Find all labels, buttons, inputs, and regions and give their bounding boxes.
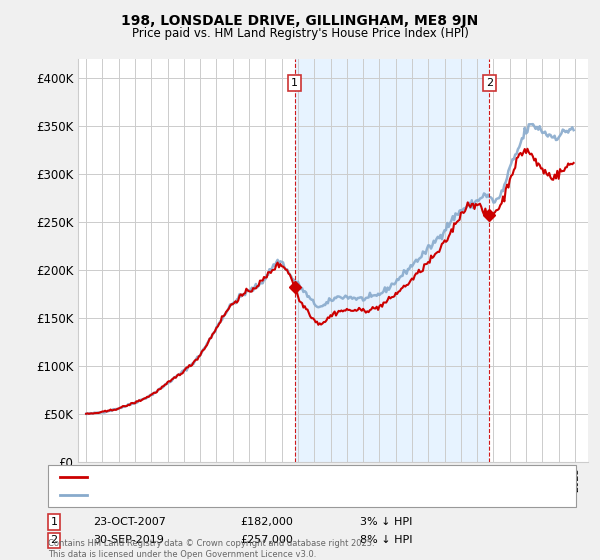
Text: 198, LONSDALE DRIVE, GILLINGHAM, ME8 9JN: 198, LONSDALE DRIVE, GILLINGHAM, ME8 9JN — [121, 14, 479, 28]
Text: 2: 2 — [486, 78, 493, 88]
Text: Price paid vs. HM Land Registry's House Price Index (HPI): Price paid vs. HM Land Registry's House … — [131, 27, 469, 40]
Text: £182,000: £182,000 — [240, 517, 293, 527]
Text: 3% ↓ HPI: 3% ↓ HPI — [360, 517, 412, 527]
Text: 30-SEP-2019: 30-SEP-2019 — [93, 535, 164, 545]
Bar — [295, 59, 490, 462]
Text: Contains HM Land Registry data © Crown copyright and database right 2025.
This d: Contains HM Land Registry data © Crown c… — [48, 539, 374, 559]
Text: 8% ↓ HPI: 8% ↓ HPI — [360, 535, 413, 545]
Text: HPI: Average price, semi-detached house, Medway: HPI: Average price, semi-detached house,… — [93, 490, 358, 500]
Text: 2: 2 — [50, 535, 58, 545]
Text: 1: 1 — [291, 78, 298, 88]
Text: £257,000: £257,000 — [240, 535, 293, 545]
Text: 198, LONSDALE DRIVE, GILLINGHAM, ME8 9JN (semi-detached house): 198, LONSDALE DRIVE, GILLINGHAM, ME8 9JN… — [93, 472, 455, 482]
Text: 23-OCT-2007: 23-OCT-2007 — [93, 517, 166, 527]
Text: 1: 1 — [50, 517, 58, 527]
